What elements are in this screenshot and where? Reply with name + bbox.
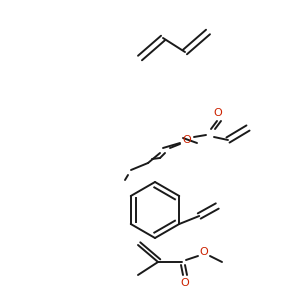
Text: O: O [181,278,189,288]
Text: O: O [200,247,208,257]
Text: O: O [214,108,222,118]
Text: O: O [183,135,191,145]
